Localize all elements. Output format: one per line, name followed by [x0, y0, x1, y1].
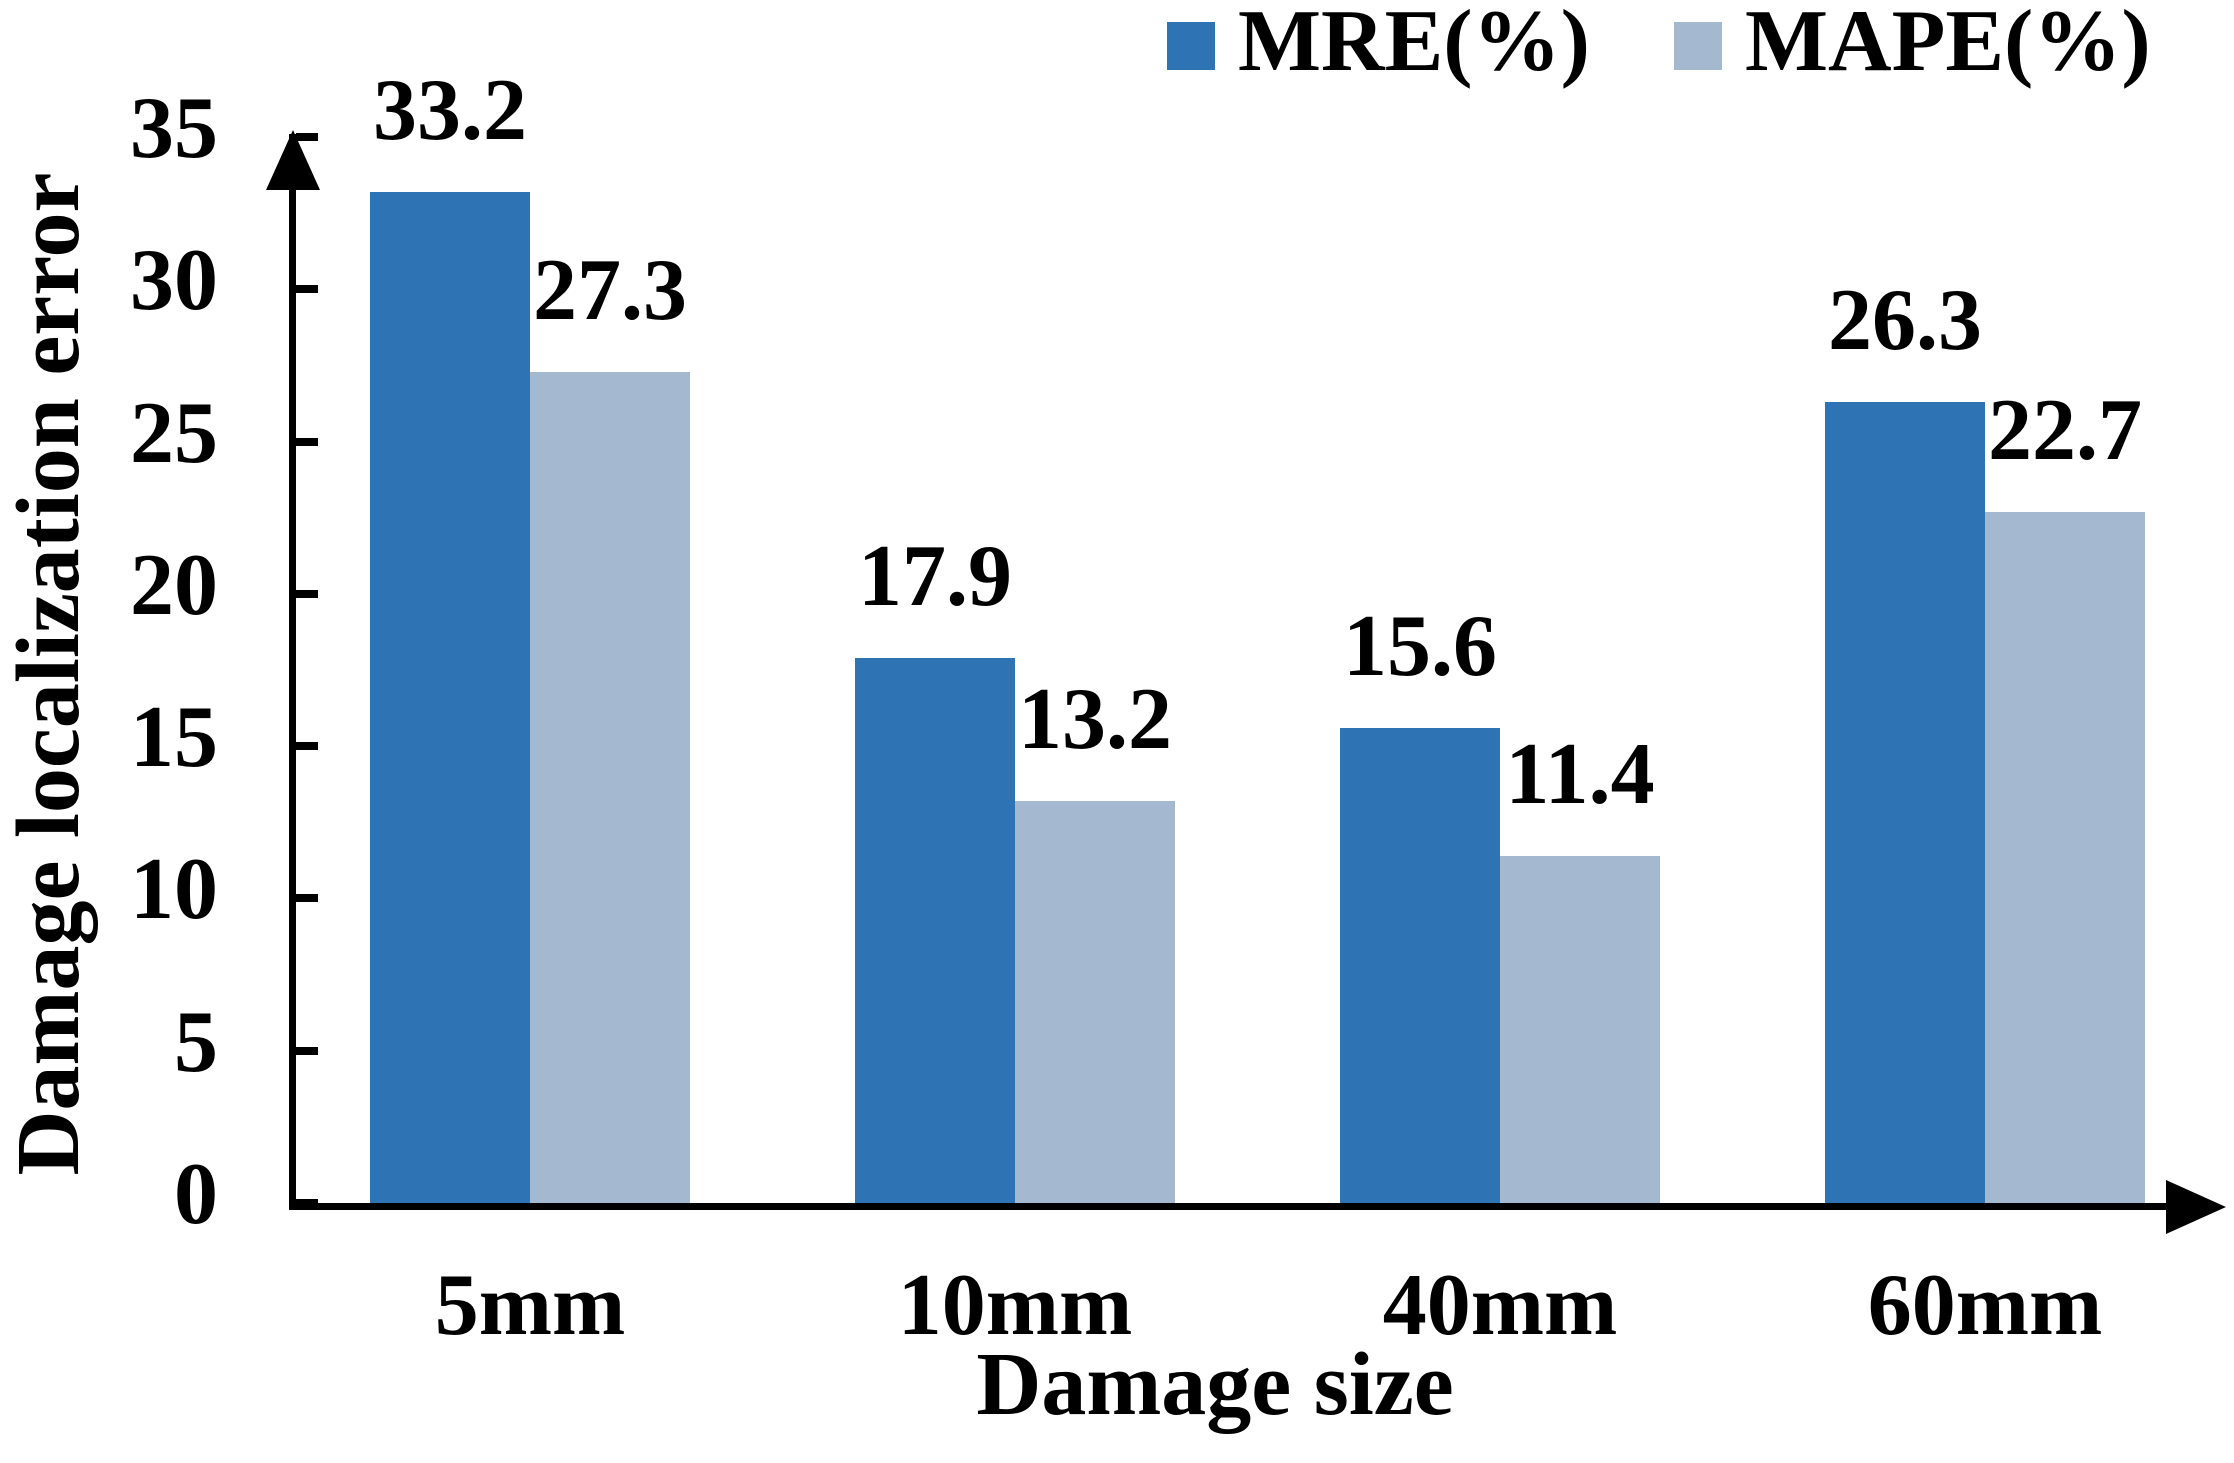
value-label-mape-60mm: 22.7 — [1988, 381, 2142, 479]
y-tick-label-5: 5 — [174, 993, 218, 1091]
bar-mre-10mm — [855, 657, 1015, 1203]
y-tick-label-10: 10 — [130, 841, 218, 939]
y-tick-5 — [296, 1046, 318, 1055]
x-axis-line — [289, 1203, 2168, 1210]
y-tick-label-0: 0 — [174, 1146, 218, 1243]
y-tick-25 — [296, 437, 318, 446]
y-tick-0 — [296, 1199, 318, 1207]
y-tick-label-20: 20 — [130, 536, 218, 634]
y-tick-20 — [296, 589, 318, 598]
legend-swatch-mape-icon — [1674, 22, 1722, 70]
legend-item-mre: MRE(%) — [1167, 0, 1590, 86]
y-tick-10 — [296, 894, 318, 903]
value-label-mape-40mm: 11.4 — [1505, 725, 1655, 823]
value-label-mre-10mm: 17.9 — [858, 527, 1012, 625]
y-tick-label-35: 35 — [130, 80, 218, 177]
y-tick-15 — [296, 742, 318, 751]
x-label-60mm: 60mm — [1867, 1257, 2103, 1354]
y-tick-30 — [296, 285, 318, 294]
y-tick-35 — [296, 133, 318, 141]
bar-mape-10mm — [1015, 800, 1175, 1203]
legend-item-mape: MAPE(%) — [1674, 0, 2151, 86]
y-tick-label-30: 30 — [130, 232, 218, 330]
bar-mape-60mm — [1985, 511, 2145, 1203]
y-tick-label-25: 25 — [130, 384, 218, 482]
x-label-5mm: 5mm — [434, 1257, 626, 1354]
value-label-mape-5mm: 27.3 — [533, 241, 687, 339]
y-tick-label-15: 15 — [130, 689, 218, 787]
value-label-mre-60mm: 26.3 — [1828, 271, 1982, 369]
y-axis-line — [289, 134, 296, 1210]
legend-label-mape: MAPE(%) — [1745, 0, 2151, 90]
x-axis-arrow-icon — [2166, 1180, 2226, 1234]
bar-mre-40mm — [1340, 727, 1500, 1203]
bar-mape-40mm — [1500, 855, 1660, 1203]
x-axis-title: Damage size — [976, 1335, 1454, 1434]
bar-mre-5mm — [370, 191, 530, 1203]
x-label-10mm: 10mm — [897, 1257, 1133, 1354]
value-label-mape-10mm: 13.2 — [1018, 670, 1172, 768]
value-label-mre-5mm: 33.2 — [373, 61, 527, 159]
x-label-40mm: 40mm — [1382, 1257, 1618, 1354]
bar-mre-60mm — [1825, 401, 1985, 1203]
value-label-mre-40mm: 15.6 — [1343, 597, 1497, 695]
legend-label-mre: MRE(%) — [1238, 0, 1590, 90]
legend-swatch-mre-icon — [1167, 22, 1215, 70]
bar-mape-5mm — [530, 371, 690, 1203]
